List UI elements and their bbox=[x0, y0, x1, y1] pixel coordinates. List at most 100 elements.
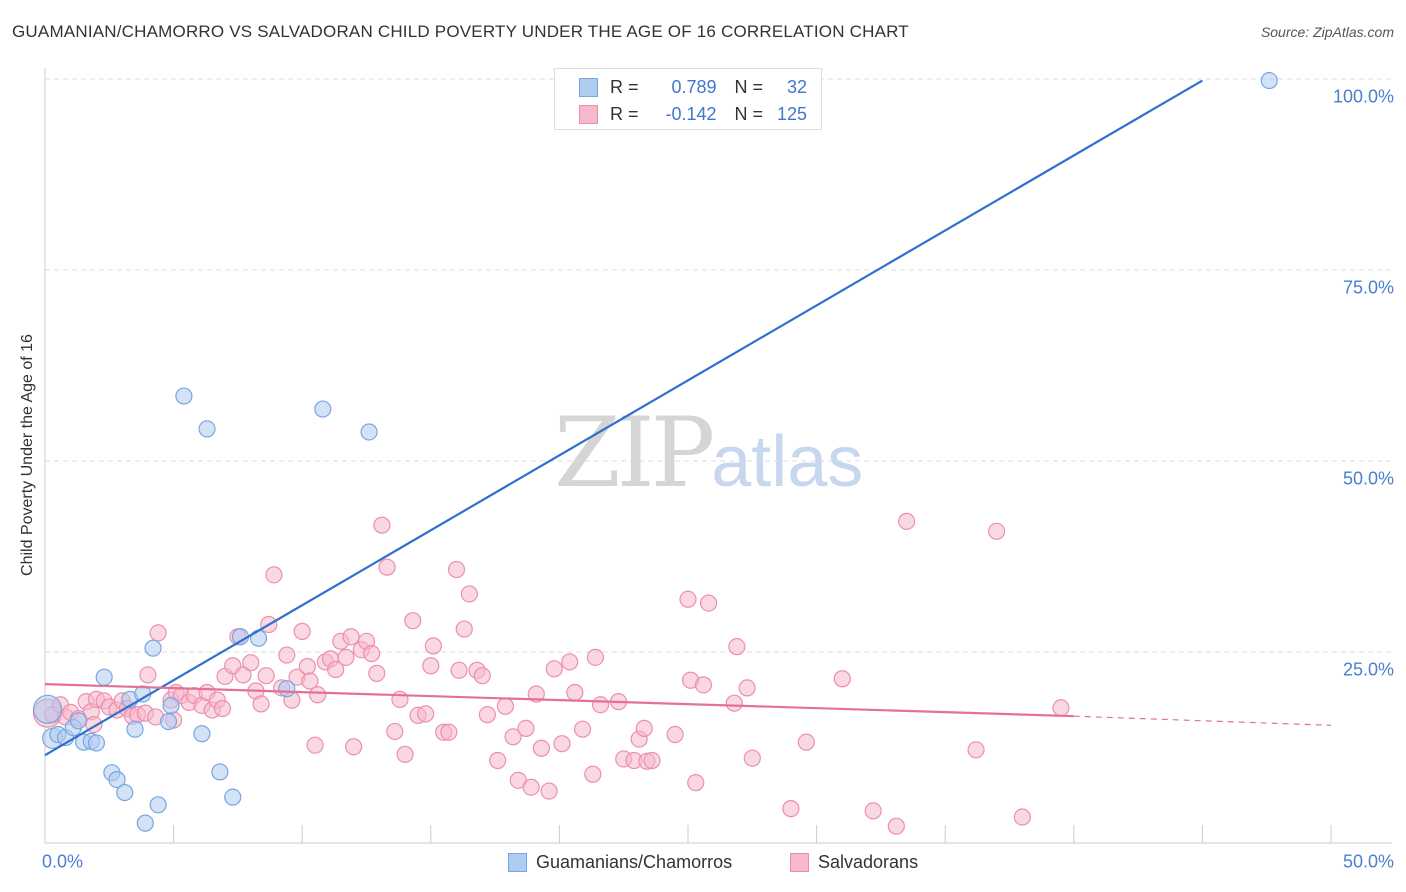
salvadoran-point bbox=[345, 738, 363, 756]
y-tick-label: 75.0% bbox=[1342, 277, 1394, 298]
legend-n-label: N = bbox=[734, 76, 764, 97]
salvadoran-point bbox=[694, 676, 713, 694]
guamanian-point bbox=[116, 783, 134, 802]
zipatlas-watermark: ZIPatlas bbox=[554, 405, 863, 502]
salvadoran-point bbox=[309, 686, 327, 704]
salvadoran-point bbox=[149, 624, 167, 642]
salvadoran-point bbox=[833, 670, 851, 688]
salvadoran-point bbox=[373, 516, 391, 534]
guamanian-point bbox=[1260, 71, 1278, 90]
salvadoran-point bbox=[988, 522, 1006, 540]
legend-swatch-guamanians bbox=[579, 77, 598, 97]
salvadoran-point bbox=[591, 696, 610, 714]
salvadoran-point bbox=[424, 637, 442, 655]
salvadoran-point bbox=[496, 697, 514, 715]
salvadoran-point bbox=[396, 745, 414, 763]
legend-n-label: N = bbox=[734, 103, 764, 124]
guamanian-point bbox=[136, 814, 154, 832]
guamanian-point bbox=[193, 725, 211, 743]
legend-n-value: 32 bbox=[787, 76, 808, 97]
salvadoran-point bbox=[417, 705, 435, 723]
salvadoran-point bbox=[725, 694, 743, 712]
salvadoran-point bbox=[1013, 808, 1031, 826]
salvadoran-point bbox=[635, 719, 653, 738]
salvadoran-point bbox=[265, 566, 283, 584]
guamanian-point bbox=[108, 770, 126, 789]
correlation-legend: R = 0.789 N = 32 R = -0.142 N = 125 bbox=[554, 68, 822, 130]
guamanian-point bbox=[278, 680, 296, 698]
salvadoran-point bbox=[504, 728, 522, 746]
salvadoran-point bbox=[553, 735, 571, 753]
salvadoran-point bbox=[489, 751, 507, 770]
salvadoran-point bbox=[386, 722, 404, 741]
salvadoran-point bbox=[586, 648, 605, 666]
salvadoran-point bbox=[404, 612, 422, 630]
salvadoran-point bbox=[738, 679, 756, 697]
salvadoran-point bbox=[306, 736, 324, 754]
guamanian-point bbox=[211, 763, 229, 781]
salvadoran-point bbox=[363, 644, 381, 663]
salvadoran-point bbox=[782, 800, 800, 818]
salvadoran-point bbox=[301, 672, 319, 690]
bottom-legend-swatch-salvadorans bbox=[790, 853, 809, 872]
y-tick-label: 25.0% bbox=[1342, 659, 1394, 680]
salvadoran-point bbox=[540, 782, 558, 800]
guamanian-point bbox=[162, 696, 180, 715]
bottom-legend-guamanians: Guamanians/Chamorros bbox=[508, 852, 732, 873]
bottom-legend-salvadorans: Salvadorans bbox=[790, 852, 918, 873]
salvadoran-point bbox=[298, 657, 316, 676]
y-axis-label: Child Poverty Under the Age of 16 bbox=[19, 334, 36, 576]
salvadoran-point bbox=[679, 590, 697, 608]
salvadoran-point bbox=[478, 706, 496, 724]
salvadoran-point bbox=[573, 720, 592, 738]
salvadoran-point bbox=[242, 654, 260, 672]
salvadoran-point bbox=[293, 622, 311, 640]
salvadoran-point bbox=[699, 594, 718, 612]
salvadoran-point bbox=[643, 751, 661, 770]
guamanian-point bbox=[149, 796, 167, 814]
watermark-atlas: atlas bbox=[711, 422, 864, 502]
salvadoran-point bbox=[213, 699, 232, 718]
guamanian-point bbox=[175, 387, 193, 405]
legend-n-value: 125 bbox=[776, 103, 808, 124]
bottom-legend-label: Salvadorans bbox=[818, 852, 919, 872]
salvadoran-point bbox=[327, 660, 345, 679]
bottom-legend-label: Guamanians/Chamorros bbox=[536, 852, 733, 872]
x-tick-label-max: 50.0% bbox=[1342, 851, 1394, 872]
guamanian-point bbox=[95, 668, 113, 686]
guamanian-point bbox=[69, 712, 88, 730]
salvadoran-point bbox=[337, 648, 355, 666]
salvadoran-point bbox=[527, 685, 545, 703]
salvadoran-point bbox=[797, 733, 815, 751]
salvadoran-point bbox=[455, 620, 473, 638]
guamanian-point bbox=[159, 712, 178, 731]
guamanian-point bbox=[198, 420, 216, 438]
y-tick-label: 50.0% bbox=[1342, 468, 1394, 489]
salvadoran-trend-extension bbox=[1073, 715, 1332, 726]
salvadoran-point bbox=[566, 683, 584, 702]
legend-swatch-salvadorans bbox=[579, 104, 598, 124]
salvadoran-point bbox=[545, 660, 563, 678]
guamanian-point bbox=[126, 720, 144, 738]
salvadoran-point bbox=[532, 739, 550, 757]
salvadoran-point bbox=[1052, 699, 1070, 717]
salvadoran-point bbox=[887, 817, 905, 835]
salvadoran-point bbox=[584, 765, 602, 783]
legend-row-salvadorans: R = -0.142 N = 125 bbox=[579, 102, 807, 126]
salvadoran-point bbox=[522, 778, 540, 796]
salvadoran-point bbox=[666, 725, 684, 744]
guamanian-point bbox=[87, 734, 106, 752]
bottom-legend-swatch-guamanians bbox=[508, 853, 527, 872]
salvadoran-point bbox=[460, 585, 478, 603]
salvadoran-point bbox=[252, 695, 270, 713]
salvadoran-point bbox=[687, 774, 705, 792]
salvadoran-point bbox=[447, 560, 466, 579]
watermark-zip: ZIP bbox=[554, 397, 715, 509]
salvadoran-point bbox=[561, 653, 579, 671]
guamanian-point bbox=[360, 423, 378, 441]
guamanian-point bbox=[249, 629, 268, 647]
guamanian-trend-line bbox=[44, 79, 1203, 757]
salvadoran-point bbox=[440, 723, 458, 741]
salvadoran-trend-line bbox=[44, 682, 1074, 718]
